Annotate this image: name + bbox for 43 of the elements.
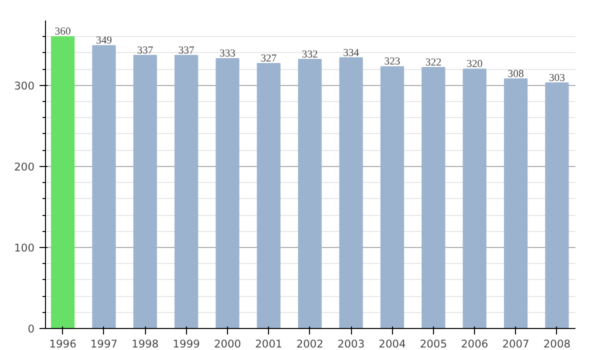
x-tick-label: 1996: [49, 338, 77, 350]
bar: [422, 67, 446, 328]
bar: [92, 45, 116, 328]
x-tick-label: 1998: [132, 338, 159, 350]
bar: [298, 58, 322, 328]
x-tick-label: 2002: [296, 338, 324, 350]
x-tick-label: 1997: [90, 338, 118, 350]
x-tick-label: 2001: [255, 338, 282, 350]
data-label: 337: [178, 45, 196, 56]
y-tick-label: 0: [28, 322, 35, 336]
data-label: 303: [548, 72, 565, 84]
data-label: 337: [137, 45, 154, 56]
x-tick-label: 1999: [172, 338, 200, 350]
data-label: 322: [425, 58, 442, 69]
data-label: 327: [260, 53, 278, 64]
data-label: 333: [220, 48, 236, 60]
bar: [504, 78, 528, 328]
x-tick-label: 2007: [502, 338, 530, 350]
x-tick-label: 2005: [420, 338, 447, 350]
bar: [50, 36, 75, 328]
data-label: 308: [508, 68, 524, 80]
bar: [380, 66, 404, 328]
bar: [462, 68, 486, 328]
data-label: 320: [466, 59, 483, 70]
x-tick-label: 2008: [543, 338, 571, 350]
y-tick-label: 200: [14, 160, 35, 174]
data-label: 334: [343, 48, 360, 59]
bar: [216, 58, 240, 328]
bar: [339, 57, 363, 328]
x-tick-label: 2004: [378, 338, 406, 350]
x-tick-label: 2000: [214, 338, 242, 350]
x-tick-label: 2006: [461, 338, 488, 350]
data-label: 360: [54, 26, 71, 38]
bar: [174, 54, 198, 328]
data-label: 332: [302, 49, 318, 60]
bar: [545, 82, 569, 328]
y-tick-label: 100: [14, 241, 35, 254]
data-label: 349: [96, 36, 112, 47]
data-label: 323: [384, 56, 400, 68]
x-tick-label: 2003: [338, 338, 365, 350]
bar: [256, 62, 281, 328]
y-tick-label: 300: [14, 79, 35, 92]
bar: [133, 54, 157, 328]
